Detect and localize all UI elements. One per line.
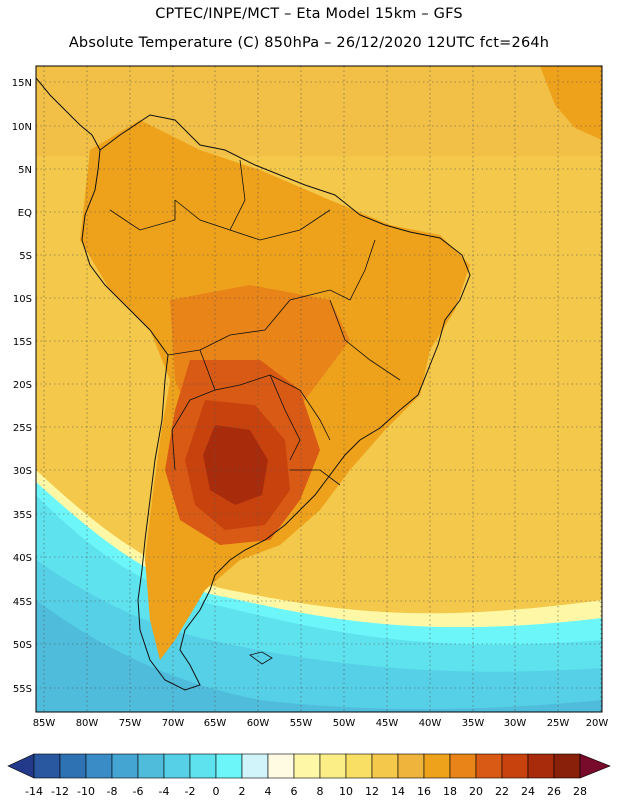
colorbar-swatch xyxy=(137,753,165,779)
colorbar-tick: -10 xyxy=(77,785,95,798)
lon-label: 55W xyxy=(290,718,313,729)
map-frame xyxy=(35,65,603,713)
colorbar-swatch xyxy=(85,753,113,779)
lat-label: 5S xyxy=(19,251,32,262)
colorbar-tick: -14 xyxy=(25,785,43,798)
lat-label: 35S xyxy=(13,510,32,521)
colorbar-swatch xyxy=(189,753,217,779)
lat-label: 15N xyxy=(12,78,32,89)
lat-label: 25S xyxy=(13,423,32,434)
temperature-field-core xyxy=(203,425,268,505)
colorbar-swatch xyxy=(475,753,503,779)
central-america-coastline xyxy=(36,77,101,151)
colorbar-swatch xyxy=(319,753,347,779)
colorbar-tick: -12 xyxy=(51,785,69,798)
colorbar-tick: -2 xyxy=(185,785,196,798)
lat-label: 15S xyxy=(13,337,32,348)
colorbar-tick: 12 xyxy=(365,785,379,798)
colorbar-tick: 16 xyxy=(417,785,431,798)
temperature-field-cold-band-4 xyxy=(36,560,602,712)
lon-label: 30W xyxy=(504,718,527,729)
colorbar-swatch xyxy=(215,753,243,779)
colorbar-tick: 20 xyxy=(469,785,483,798)
lon-label: 35W xyxy=(462,718,485,729)
colorbar-swatch xyxy=(293,753,321,779)
lat-label: 30S xyxy=(13,466,32,477)
colorbar-tick: -6 xyxy=(133,785,144,798)
temperature-field-northeast-hot xyxy=(540,66,602,140)
lat-label: 50S xyxy=(13,640,32,651)
falkland-islands xyxy=(249,651,273,665)
lat-label: 10N xyxy=(12,122,32,133)
colorbar-swatch xyxy=(371,753,399,779)
colorbar-swatch xyxy=(163,753,191,779)
colorbar-tick: -8 xyxy=(107,785,118,798)
south-america-coastline xyxy=(81,114,471,691)
colorbar xyxy=(7,753,611,779)
lon-label: 25W xyxy=(547,718,570,729)
colorbar-swatch xyxy=(33,753,61,779)
title-line-1: CPTEC/INPE/MCT – Eta Model 15km – GFS xyxy=(155,6,463,22)
lon-label: 75W xyxy=(119,718,142,729)
lat-label: 10S xyxy=(13,294,32,305)
lat-label: 40S xyxy=(13,553,32,564)
lon-label: 40W xyxy=(419,718,442,729)
country-borders xyxy=(109,159,401,486)
colorbar-swatch xyxy=(527,753,555,779)
title-line-2: Absolute Temperature (C) 850hPa – 26/12/… xyxy=(68,35,550,51)
lon-label: 80W xyxy=(76,718,99,729)
colorbar-tick: 22 xyxy=(495,785,509,798)
colorbar-tick: 26 xyxy=(547,785,561,798)
colorbar-tick: -4 xyxy=(159,785,170,798)
colorbar-tick: 28 xyxy=(573,785,587,798)
lon-label: 65W xyxy=(204,718,227,729)
longitude-axis: 85W 80W 75W 70W 65W 60W 55W 50W 45W 40W … xyxy=(33,718,609,729)
colorbar-tick: 2 xyxy=(239,785,246,798)
colorbar-tick: 14 xyxy=(391,785,405,798)
colorbar-min-arrow xyxy=(7,753,35,779)
colorbar-swatch xyxy=(449,753,477,779)
lon-label: 45W xyxy=(376,718,399,729)
colorbar-swatch xyxy=(111,753,139,779)
lat-label: 55S xyxy=(13,684,32,695)
temperature-field-cold-band-5 xyxy=(36,600,602,712)
colorbar-swatch xyxy=(501,753,529,779)
colorbar-swatch xyxy=(267,753,295,779)
colorbar-tick: 10 xyxy=(339,785,353,798)
lon-label: 85W xyxy=(33,718,56,729)
colorbar-tick: 4 xyxy=(265,785,272,798)
lat-label: 20S xyxy=(13,380,32,391)
colorbar-swatch xyxy=(397,753,425,779)
colorbar-swatch xyxy=(553,753,581,779)
colorbar-tick: 24 xyxy=(521,785,535,798)
lon-label: 60W xyxy=(247,718,270,729)
lon-label: 50W xyxy=(333,718,356,729)
lon-label: 70W xyxy=(162,718,185,729)
colorbar-swatch xyxy=(241,753,269,779)
colorbar-max-arrow xyxy=(579,753,611,779)
colorbar-swatch xyxy=(59,753,87,779)
lat-label: EQ xyxy=(18,208,32,219)
colorbar-tick: 8 xyxy=(317,785,324,798)
colorbar-swatch xyxy=(345,753,373,779)
colorbar-tick: 6 xyxy=(291,785,298,798)
colorbar-ticks: -14 -12 -10 -8 -6 -4 -2 0 2 4 6 8 10 12 … xyxy=(25,785,587,798)
lat-label: 5N xyxy=(18,165,32,176)
lat-label: 45S xyxy=(13,597,32,608)
colorbar-tick: 18 xyxy=(443,785,457,798)
latitude-axis: 15N 10N 5N EQ 5S 10S 15S 20S 25S 30S 35S… xyxy=(12,78,32,695)
colorbar-swatch xyxy=(423,753,451,779)
colorbar-tick: 0 xyxy=(213,785,220,798)
lon-label: 20W xyxy=(586,718,609,729)
